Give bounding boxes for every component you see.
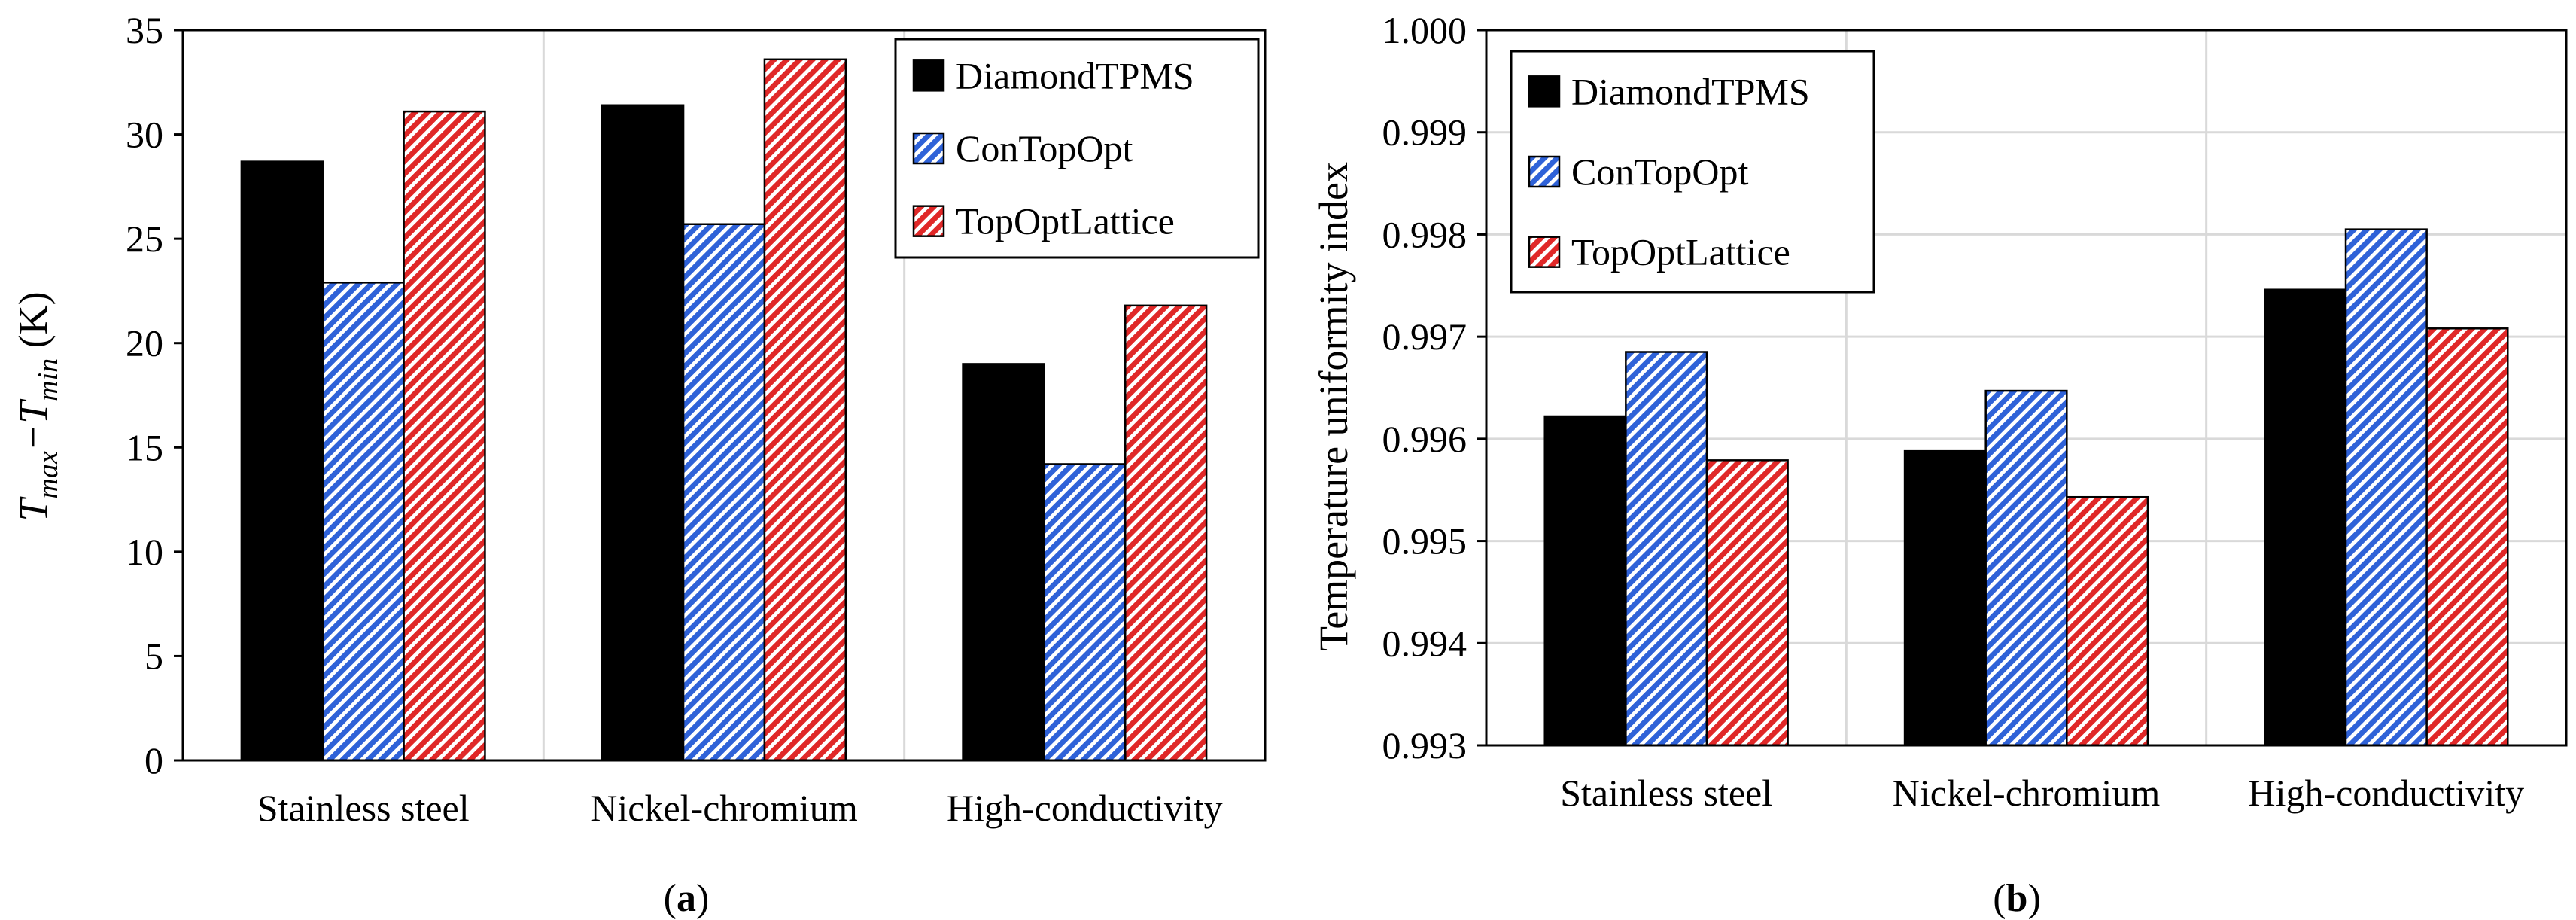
bar-contopopt-stainless-steel (321, 282, 405, 762)
legend-swatch-topoptlattice (912, 205, 945, 237)
panel-label-a: (a) (664, 877, 710, 920)
y-ticks-a: 0 5 10 15 20 25 30 35 (126, 9, 183, 781)
y-tick-label: 10 (126, 531, 163, 573)
y-tick-label: 0.995 (1382, 520, 1467, 562)
y-tick-label: 30 (126, 114, 163, 156)
y-tick-label: 5 (144, 635, 163, 677)
y-tick-label: 1.000 (1382, 9, 1467, 51)
x-tick-label-nickel-chromium: Nickel-chromium (1893, 772, 2161, 814)
y-tick-label: 0.997 (1382, 315, 1467, 358)
y-tick-label: 0.998 (1382, 213, 1467, 255)
y-axis-label-a: Tmax−Tmin (K) (11, 291, 64, 521)
legend-box (1510, 50, 1875, 294)
y-tick-label: 0.996 (1382, 418, 1467, 460)
bar-diamondtpms-high-conductivity (962, 363, 1045, 762)
y-tick-label: 0.999 (1382, 111, 1467, 154)
y-ticks-b: 0.993 0.994 0.995 0.996 0.997 0.998 0.999 1.000 (1382, 9, 1486, 766)
y-tick-label: 25 (126, 218, 163, 260)
legend-swatch-contopopt (912, 132, 945, 165)
legend-label-topoptlattice: TopOptLattice (1571, 231, 1790, 273)
y-tick-label: 0.993 (1382, 724, 1467, 766)
bar-diamondtpms-stainless-steel (240, 160, 324, 762)
bar-diamondtpms-high-conductivity (2264, 288, 2347, 747)
bar-contopopt-stainless-steel (1625, 351, 1708, 747)
x-tick-label-stainless-steel: Stainless steel (1560, 772, 1772, 814)
bar-topoptlattice-nickel-chromium (763, 58, 847, 762)
legend-b: DiamondTPMS ConTopOpt TopOptLattice (1510, 50, 1875, 294)
y-tick-label: 0 (144, 739, 163, 781)
legend-swatch-topoptlattice (1528, 236, 1561, 268)
bar-topoptlattice-nickel-chromium (2066, 495, 2149, 747)
bar-diamondtpms-nickel-chromium (601, 104, 685, 762)
bar-diamondtpms-stainless-steel (1543, 415, 1627, 747)
bars-b (1543, 228, 2509, 747)
legend-label-contopopt: ConTopOpt (956, 127, 1133, 169)
y-tick-label: 0.994 (1382, 622, 1467, 664)
y-tick-label: 15 (126, 426, 163, 468)
legend-a: DiamondTPMS ConTopOpt TopOptLattice (894, 38, 1260, 259)
legend-label-diamondtpms: DiamondTPMS (1571, 70, 1810, 112)
bar-topoptlattice-stainless-steel (1705, 459, 1789, 747)
x-tick-label-stainless-steel: Stainless steel (257, 787, 470, 829)
bar-contopopt-high-conductivity (1043, 463, 1127, 762)
bars-a (240, 58, 1208, 762)
plot-frame-b (1485, 29, 2568, 747)
x-tick-label-nickel-chromium: Nickel-chromium (590, 787, 858, 829)
bar-contopopt-nickel-chromium (682, 223, 766, 762)
legend-swatch-diamondtpms (1528, 75, 1561, 108)
bar-topoptlattice-stainless-steel (403, 110, 486, 762)
x-tick-label-high-conductivity: High-conductivity (2249, 772, 2525, 814)
chart-panel-a: 0 5 10 15 20 25 30 35 Stainless steel Nickel-chr… (11, 9, 1267, 920)
y-axis-label-b: Temperature uniformity index (1311, 162, 1356, 651)
legend-label-contopopt: ConTopOpt (1571, 151, 1749, 193)
y-tick-label: 20 (126, 322, 163, 364)
x-ticks-b: Stainless steel Nickel-chromium High-condu… (1560, 772, 2524, 814)
chart-panel-b: 0.993 0.994 0.995 0.996 0.997 0.998 0.999 1.000… (1311, 9, 2568, 920)
legend-swatch-contopopt (1528, 155, 1561, 188)
x-ticks-a: Stainless steel Nickel-chromium High-condu… (257, 787, 1223, 829)
bar-contopopt-high-conductivity (2344, 228, 2428, 747)
bar-topoptlattice-high-conductivity (2425, 327, 2509, 747)
legend-swatch-diamondtpms (912, 59, 945, 92)
legend-box (894, 38, 1260, 259)
bar-contopopt-nickel-chromium (1984, 389, 2068, 747)
legend-label-diamondtpms: DiamondTPMS (956, 54, 1194, 96)
x-tick-label-high-conductivity: High-conductivity (947, 787, 1223, 829)
panel-label-b: (b) (1993, 877, 2041, 920)
legend-label-topoptlattice: TopOptLattice (956, 200, 1175, 242)
bar-topoptlattice-high-conductivity (1124, 304, 1208, 762)
bar-diamondtpms-nickel-chromium (1903, 449, 1987, 747)
y-tick-label: 35 (126, 9, 163, 51)
plot-frame-a (181, 29, 1267, 762)
